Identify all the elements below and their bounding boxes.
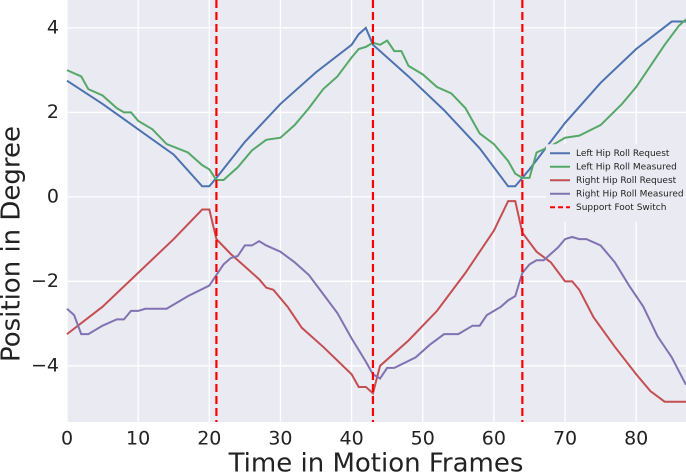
legend-label: Right Hip Roll Measured xyxy=(576,189,684,199)
series-line xyxy=(66,20,686,188)
series-line xyxy=(66,200,686,403)
y-tick-label: 0 xyxy=(47,185,59,207)
x-tick-label: 70 xyxy=(553,428,577,450)
x-tick-label: 10 xyxy=(126,428,150,450)
y-tick-label: −4 xyxy=(31,354,59,376)
x-tick-label: 30 xyxy=(268,428,292,450)
x-tick-label: 60 xyxy=(482,428,506,450)
x-tick-label: 80 xyxy=(624,428,648,450)
x-axis-label: Time in Motion Frames xyxy=(228,449,524,476)
y-tick-label: 4 xyxy=(47,16,59,38)
legend-label: Right Hip Roll Request xyxy=(576,176,677,186)
legend-box xyxy=(546,144,682,222)
y-axis-label: Position in Degree xyxy=(0,126,27,362)
x-tick-label: 50 xyxy=(411,428,435,450)
x-tick-label: 40 xyxy=(340,428,364,450)
y-tick-label: −2 xyxy=(31,270,59,292)
legend-label: Support Foot Switch xyxy=(576,203,666,213)
y-tick-label: 2 xyxy=(47,101,59,123)
x-tick-label: 20 xyxy=(197,428,221,450)
legend-label: Left Hip Roll Request xyxy=(576,149,670,159)
series-line xyxy=(66,235,686,386)
legend-label: Left Hip Roll Measured xyxy=(576,162,677,172)
x-tick-label: 0 xyxy=(61,428,73,450)
